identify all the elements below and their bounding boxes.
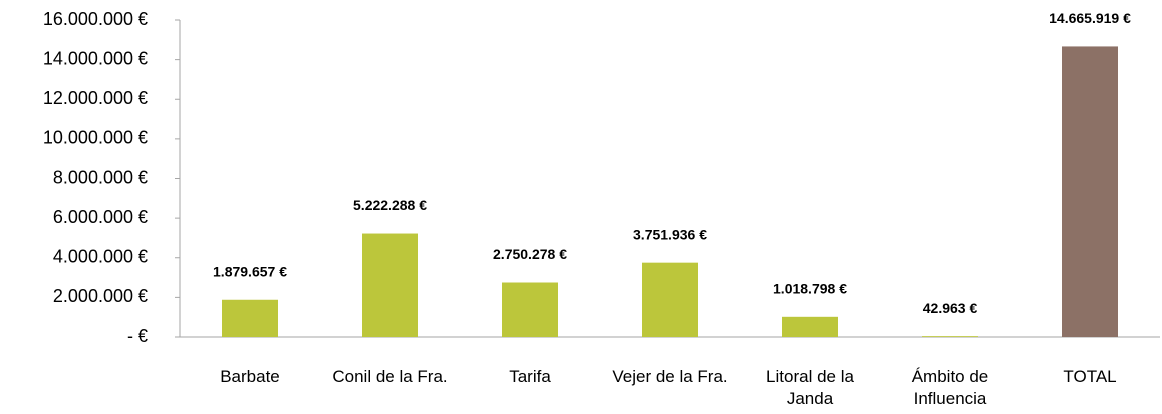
y-tick-label: 16.000.000 €: [43, 9, 148, 29]
bar: [502, 282, 558, 337]
bar: [362, 233, 418, 337]
y-tick-label: 6.000.000 €: [53, 207, 148, 227]
bar: [922, 336, 978, 337]
bar: [1062, 46, 1118, 337]
x-tick-label: Barbate: [220, 367, 280, 386]
bar: [222, 299, 278, 337]
value-label: 1.879.657 €: [213, 263, 287, 279]
x-tick-label: TOTAL: [1063, 367, 1117, 386]
value-label: 1.018.798 €: [773, 281, 847, 297]
value-label: 14.665.919 €: [1049, 10, 1131, 26]
x-tick-label: Ámbito de Influencia: [911, 367, 989, 408]
y-tick-label: - €: [127, 326, 148, 346]
bar: [642, 262, 698, 337]
y-tick-label: 4.000.000 €: [53, 247, 148, 267]
x-tick-label: Tarifa: [509, 367, 551, 386]
y-tick-label: 10.000.000 €: [43, 128, 148, 148]
y-tick-label: 2.000.000 €: [53, 286, 148, 306]
x-tick-label: Conil de la Fra.: [332, 367, 448, 386]
x-tick-label: Vejer de la Fra.: [612, 367, 728, 386]
value-label: 5.222.288 €: [353, 197, 427, 213]
y-tick-label: 14.000.000 €: [43, 48, 148, 68]
bar: [782, 316, 838, 337]
value-label: 42.963 €: [923, 300, 978, 316]
x-tick-label: Litoral de la Janda: [766, 367, 854, 408]
value-label: 3.751.936 €: [633, 226, 707, 242]
y-tick-label: 12.000.000 €: [43, 88, 148, 108]
value-label: 2.750.278 €: [493, 246, 567, 262]
y-tick-label: 8.000.000 €: [53, 167, 148, 187]
